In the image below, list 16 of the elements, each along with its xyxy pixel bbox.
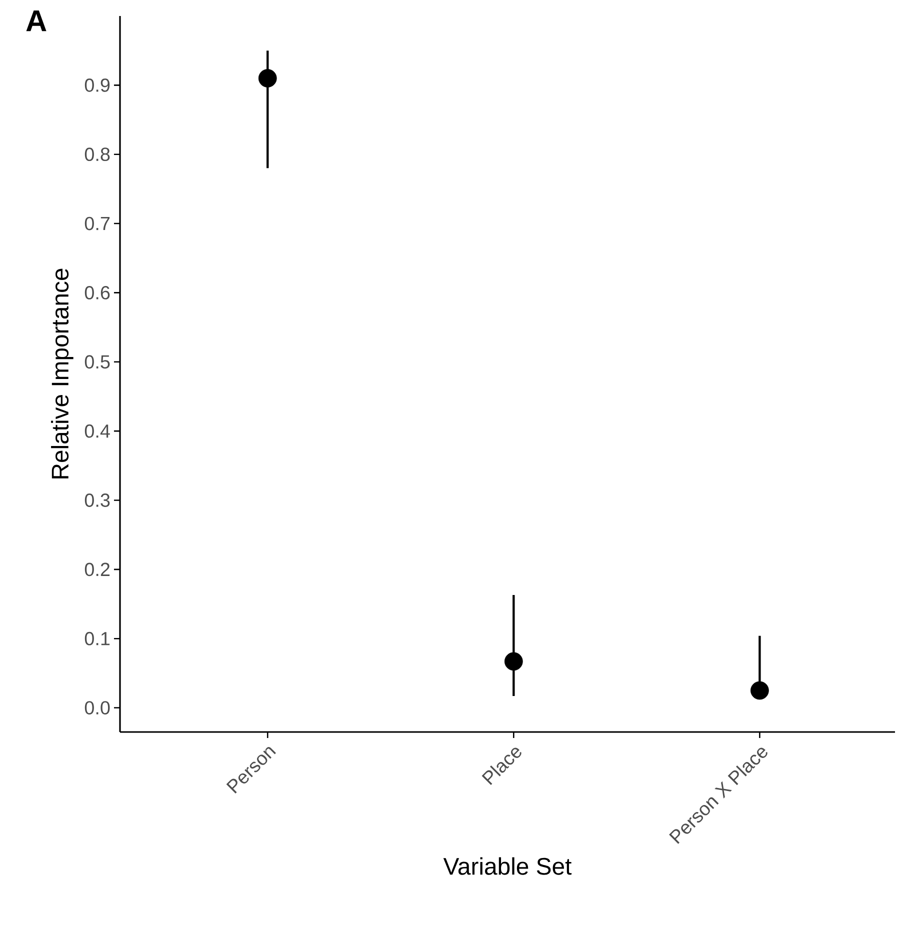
point [750, 681, 769, 700]
point [258, 69, 277, 88]
chart-title: A [26, 10, 46, 32]
y-tick-label: 0.4 [84, 424, 110, 438]
y-tick-label: 0.5 [84, 355, 110, 369]
y-tick-label: 0.1 [84, 632, 110, 646]
y-tick-label: 0.2 [84, 562, 110, 576]
y-tick-label: 0.0 [84, 701, 110, 714]
y-tick-label: 0.8 [84, 148, 110, 162]
y-tick-label: 0.9 [84, 78, 110, 92]
point [504, 652, 523, 671]
y-axis-title: Relative Importance [51, 268, 74, 478]
x-axis-title: Variable Set [443, 857, 572, 875]
y-tick-label: 0.3 [84, 494, 110, 507]
y-tick-label: 0.7 [84, 216, 110, 230]
y-tick-label: 0.6 [84, 286, 110, 300]
